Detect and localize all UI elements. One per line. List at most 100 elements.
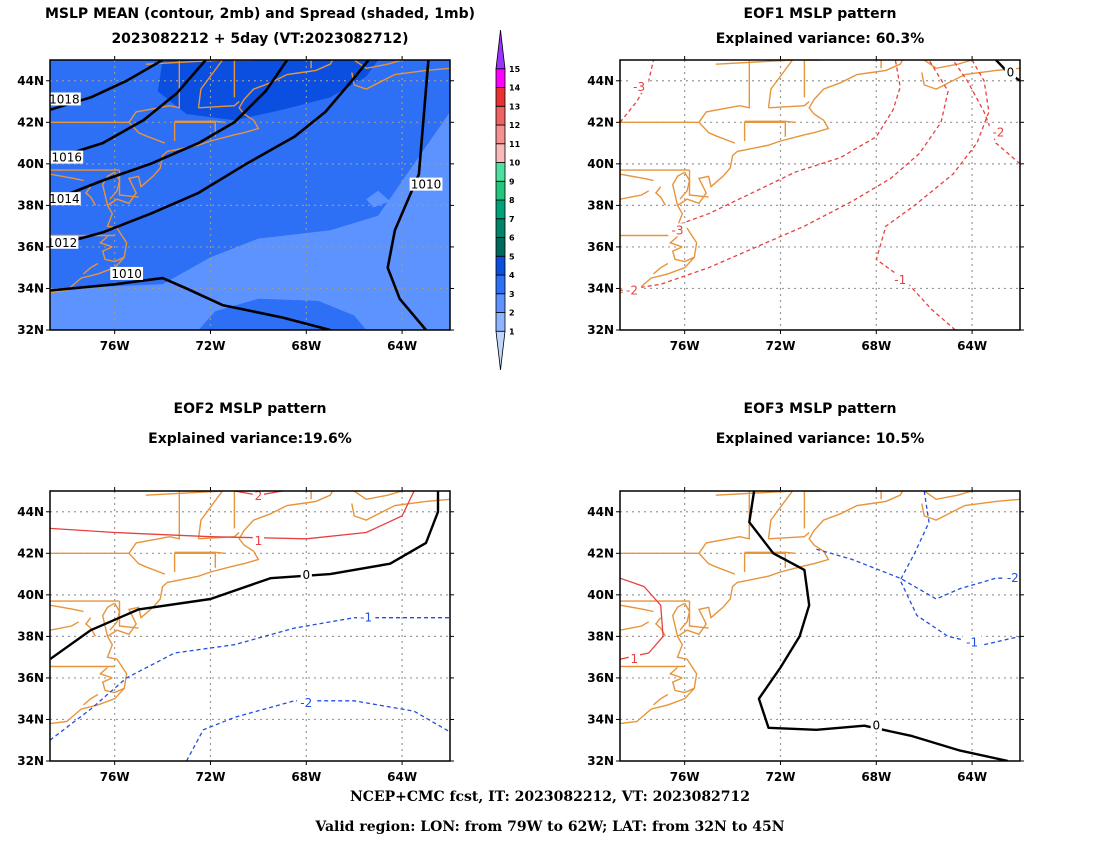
y-tick-label: 42N bbox=[587, 115, 614, 129]
contour-line bbox=[899, 491, 1020, 646]
contour-line bbox=[386, 60, 430, 330]
coastline bbox=[50, 173, 84, 182]
coastline bbox=[174, 551, 225, 554]
coastline bbox=[668, 666, 683, 679]
x-tick-label: 64W bbox=[957, 770, 987, 784]
y-tick-label: 42N bbox=[17, 115, 44, 129]
y-tick-label: 36N bbox=[17, 240, 44, 254]
x-tick-label: 72W bbox=[766, 770, 796, 784]
colorbar-segment bbox=[495, 29, 506, 70]
colorbar-label: 13 bbox=[509, 102, 520, 111]
colorbar-segment bbox=[495, 180, 506, 201]
colorbar-label: 4 bbox=[509, 271, 515, 280]
contour-label: -2 bbox=[1007, 571, 1019, 585]
y-tick-label: 38N bbox=[587, 629, 614, 643]
contour-label-bg bbox=[622, 283, 642, 297]
x-tick-label: 68W bbox=[291, 339, 321, 353]
coastline bbox=[620, 60, 904, 294]
coastline bbox=[679, 602, 691, 631]
coastline bbox=[174, 120, 225, 123]
y-tick-label: 34N bbox=[587, 712, 614, 726]
coastline bbox=[198, 531, 240, 540]
contour-label: 0 bbox=[302, 568, 310, 582]
contour-line bbox=[50, 60, 370, 249]
y-tick-label: 32N bbox=[17, 754, 44, 768]
coastline bbox=[50, 60, 334, 294]
contour-label: 0 bbox=[1007, 65, 1015, 79]
coastline bbox=[109, 602, 121, 631]
colorbar-segment bbox=[495, 274, 506, 295]
contour-label-bg bbox=[297, 695, 316, 709]
contour-label: 2 bbox=[255, 489, 263, 503]
coastline bbox=[101, 602, 116, 637]
contour-line bbox=[50, 617, 450, 741]
coastline bbox=[83, 262, 99, 275]
y-tick-label: 32N bbox=[17, 323, 44, 337]
contour-line bbox=[50, 491, 440, 661]
contour-line bbox=[748, 491, 1009, 761]
coastline bbox=[197, 60, 224, 108]
y-tick-label: 32N bbox=[587, 754, 614, 768]
coastline bbox=[118, 170, 139, 198]
contour-label-bg bbox=[252, 491, 264, 503]
coastline bbox=[654, 186, 667, 206]
coastline bbox=[620, 491, 904, 725]
coastline bbox=[921, 67, 1020, 90]
coastline bbox=[620, 190, 650, 200]
contour-label-bg bbox=[50, 235, 79, 249]
y-tick-label: 34N bbox=[17, 712, 44, 726]
colorbar-label: 12 bbox=[509, 121, 520, 130]
contour-label-bg bbox=[252, 533, 264, 547]
coastline bbox=[767, 491, 794, 539]
coastline bbox=[620, 604, 654, 613]
contour-line bbox=[50, 491, 415, 540]
y-tick-label: 44N bbox=[587, 505, 614, 519]
contour-label: -1 bbox=[966, 636, 978, 650]
colorbar-label: 7 bbox=[509, 215, 515, 224]
coastline bbox=[679, 171, 691, 200]
map-panel-1: EOF1 MSLP pattern Explained variance: 60.… bbox=[587, 6, 1024, 353]
contour-label: 1010 bbox=[111, 267, 142, 281]
colorbar-segment bbox=[495, 162, 506, 182]
y-tick-label: 36N bbox=[587, 671, 614, 685]
panel-subtitle: 2023082212 + 5day (VT:2023082712) bbox=[111, 31, 408, 47]
coastline bbox=[50, 621, 80, 631]
contour-label: -3 bbox=[672, 223, 684, 237]
colorbar-label: 2 bbox=[509, 309, 515, 318]
x-tick-label: 72W bbox=[196, 339, 226, 353]
y-tick-label: 38N bbox=[587, 198, 614, 212]
contour-label-bg bbox=[962, 635, 982, 649]
map-panel-2: EOF2 MSLP pattern Explained variance:19.6… bbox=[17, 401, 454, 784]
colorbar-segment bbox=[495, 330, 506, 371]
contour-label-bg bbox=[50, 150, 84, 164]
spread-shade-3 bbox=[198, 298, 367, 330]
contour-label: 1016 bbox=[51, 151, 82, 165]
y-tick-label: 36N bbox=[17, 671, 44, 685]
contour-label-bg bbox=[50, 192, 81, 206]
coastline bbox=[353, 60, 403, 70]
coastline bbox=[198, 100, 240, 109]
panel-subtitle: Explained variance: 60.3% bbox=[716, 31, 925, 47]
x-tick-label: 68W bbox=[861, 339, 891, 353]
y-tick-label: 36N bbox=[587, 240, 614, 254]
coastline bbox=[620, 121, 736, 144]
colorbar-label: 15 bbox=[509, 65, 521, 74]
coastline bbox=[768, 531, 810, 540]
spread-shade-4 bbox=[157, 60, 379, 121]
coastline bbox=[923, 491, 973, 501]
colorbar-segment bbox=[495, 218, 506, 238]
contour-label: 1010 bbox=[411, 178, 442, 192]
x-tick-label: 76W bbox=[100, 339, 130, 353]
x-tick-label: 72W bbox=[196, 770, 226, 784]
contour-label: 1014 bbox=[49, 192, 80, 206]
map-panel-3: EOF3 MSLP pattern Explained variance: 10.… bbox=[587, 401, 1024, 784]
coastline bbox=[118, 601, 139, 629]
colorbar-label: 10 bbox=[509, 159, 521, 168]
contour-line bbox=[620, 60, 949, 292]
contour-label: 1 bbox=[631, 652, 639, 666]
coastline bbox=[671, 677, 695, 694]
contour-label-bg bbox=[1004, 65, 1017, 79]
colorbar-segment bbox=[495, 68, 506, 88]
coastline bbox=[653, 262, 669, 275]
contour-label-bg bbox=[629, 80, 649, 93]
